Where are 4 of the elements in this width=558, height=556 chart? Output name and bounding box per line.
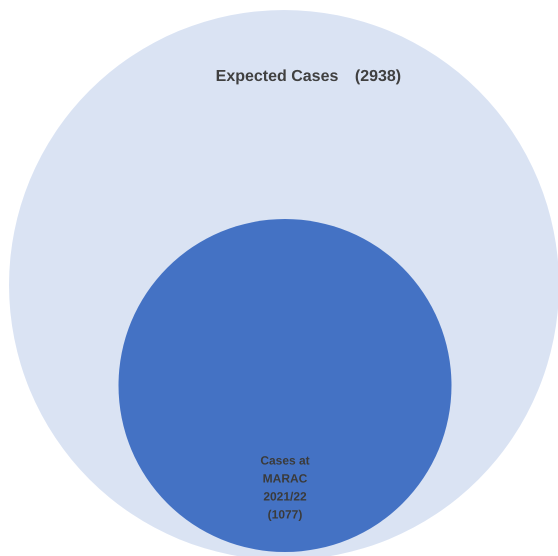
- data-label: (1077): [268, 507, 302, 522]
- category-label: Cases at MARAC 2021/22: [260, 453, 310, 504]
- data-label: (2938): [354, 68, 402, 85]
- category-label: Expected Cases: [216, 68, 338, 85]
